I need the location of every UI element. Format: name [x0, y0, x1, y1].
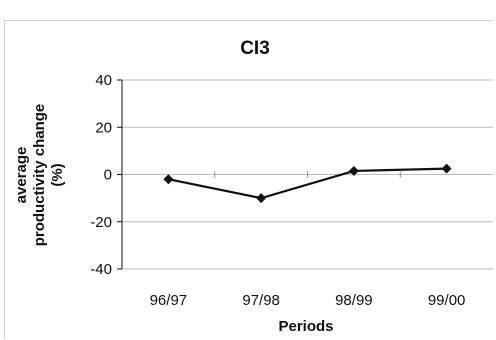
series-line [168, 167, 447, 200]
data-point [256, 193, 267, 204]
x-tick-labels: 96/97 97/98 98/99 99/00 [150, 292, 466, 309]
y-tick-label: -40 [90, 261, 112, 278]
data-point [163, 174, 174, 185]
y-axis-label: average productivity change (%) [13, 104, 66, 247]
x-tick-label: 98/99 [335, 292, 373, 309]
data-point [348, 165, 359, 176]
y-tick-label: 40 [95, 72, 112, 89]
y-tick-labels: 40 20 0 -20 -40 [90, 72, 112, 278]
x-tick-label: 97/98 [242, 292, 280, 309]
chart-title: CI3 [240, 38, 270, 59]
y-axis-label-line-1: average [13, 147, 30, 204]
chart-frame [4, 20, 492, 338]
y-tick-label: 20 [95, 119, 112, 136]
y-axis-label-line-3: (%) [49, 163, 66, 186]
y-axis-label-line-2: productivity change [31, 104, 48, 247]
y-tick-label: 0 [104, 167, 112, 184]
x-tick-label: 96/97 [150, 292, 188, 309]
x-axis-label: Periods [278, 318, 333, 335]
x-tick-label: 99/00 [428, 292, 466, 309]
series-layer [163, 163, 452, 204]
gridlines [117, 79, 493, 270]
data-point [441, 163, 452, 174]
y-tick-label: -20 [90, 214, 112, 231]
